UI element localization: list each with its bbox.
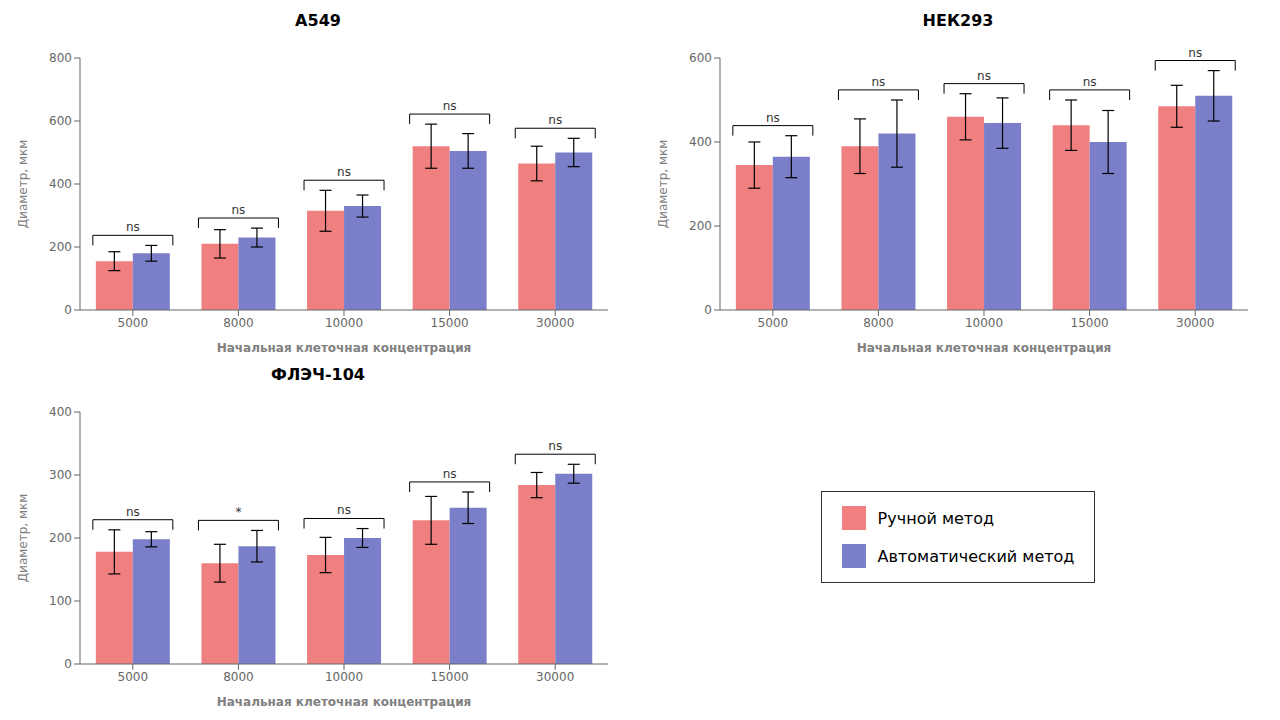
svg-text:30000: 30000 [1176, 316, 1214, 330]
svg-text:15000: 15000 [431, 670, 469, 684]
html-text:НЕК293: НЕК293 [922, 11, 994, 30]
html-text:Ручной метод: Ручной метод [877, 508, 994, 528]
svg-text:ns: ns [872, 75, 886, 89]
svg-text:Диаметр, мкм: Диаметр, мкм [656, 140, 670, 229]
svg-text:ns: ns [443, 467, 457, 481]
svg-text:ns: ns [548, 439, 562, 453]
svg-text:0: 0 [704, 303, 712, 317]
svg-text:15000: 15000 [431, 316, 469, 330]
svg-text:Начальная клеточная концентрац: Начальная клеточная концентрация [217, 341, 472, 355]
svg-text:5000: 5000 [758, 316, 789, 330]
html-text:A549: A549 [295, 11, 341, 30]
svg-text:30000: 30000 [536, 670, 574, 684]
svg-text:ns: ns [766, 111, 780, 125]
svg-text:ns: ns [443, 99, 457, 113]
svg-text:15000: 15000 [1071, 316, 1109, 330]
svg-text:Диаметр, мкм: Диаметр, мкм [16, 494, 30, 583]
svg-text:200: 200 [49, 240, 72, 254]
svg-text:10000: 10000 [325, 670, 363, 684]
svg-text:Начальная клеточная концентрац: Начальная клеточная концентрация [217, 695, 472, 709]
svg-text:600: 600 [689, 51, 712, 65]
svg-text:400: 400 [49, 405, 72, 419]
svg-text:30000: 30000 [536, 316, 574, 330]
html-text:Автоматический метод: Автоматический метод [877, 546, 1075, 566]
svg-text:ns: ns [1188, 46, 1202, 60]
svg-text:100: 100 [49, 594, 72, 608]
svg-text:10000: 10000 [325, 316, 363, 330]
svg-text:ns: ns [1083, 75, 1097, 89]
svg-text:ns: ns [126, 505, 140, 519]
svg-text:*: * [235, 505, 241, 519]
svg-text:400: 400 [49, 177, 72, 191]
svg-text:0: 0 [64, 657, 72, 671]
svg-text:8000: 8000 [223, 670, 254, 684]
svg-text:8000: 8000 [863, 316, 894, 330]
svg-text:300: 300 [49, 468, 72, 482]
svg-text:5000: 5000 [118, 670, 149, 684]
svg-text:800: 800 [49, 51, 72, 65]
svg-text:ns: ns [548, 113, 562, 127]
svg-text:ns: ns [337, 503, 351, 517]
svg-text:600: 600 [49, 114, 72, 128]
svg-text:0: 0 [64, 303, 72, 317]
svg-text:400: 400 [689, 135, 712, 149]
svg-text:10000: 10000 [965, 316, 1003, 330]
svg-text:200: 200 [689, 219, 712, 233]
svg-text:ns: ns [337, 165, 351, 179]
svg-text:ns: ns [232, 203, 246, 217]
svg-text:Начальная клеточная концентрац: Начальная клеточная концентрация [857, 341, 1112, 355]
svg-text:ns: ns [126, 220, 140, 234]
svg-text:8000: 8000 [223, 316, 254, 330]
svg-text:ns: ns [977, 69, 991, 83]
html-text:ФЛЭЧ-104: ФЛЭЧ-104 [271, 365, 365, 384]
svg-text:Диаметр, мкм: Диаметр, мкм [16, 140, 30, 229]
svg-text:5000: 5000 [118, 316, 149, 330]
svg-text:200: 200 [49, 531, 72, 545]
